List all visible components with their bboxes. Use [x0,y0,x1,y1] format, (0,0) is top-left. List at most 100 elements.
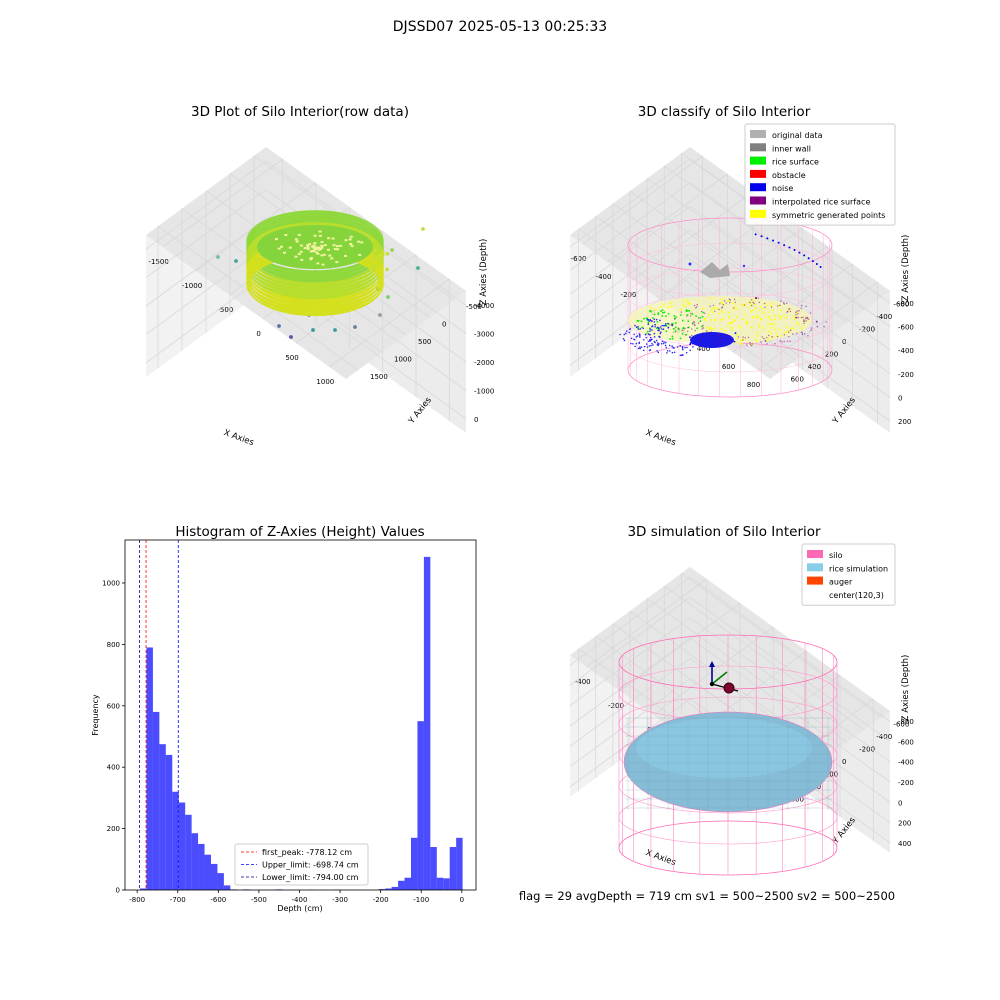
cls-noise-point [649,336,652,339]
cls-surface-point [780,334,783,337]
cls-noise-point [658,343,660,345]
cls-noise-point [659,332,662,335]
cls-noise-point [646,318,649,321]
cls-surface-point [779,316,782,318]
cls-interp-point [788,335,790,338]
cls-noise-point [689,349,692,352]
cls-noise-point [637,325,639,328]
raw-surface-fleck [326,248,330,251]
cls-surface-point [771,326,773,329]
raw-grid-z [145,246,267,335]
cls-interp-point [795,316,797,319]
cls-noise-point [649,328,652,330]
cls-interp-point [825,321,827,323]
hist-legend-frame [234,843,369,886]
cls-noise-point [651,325,653,328]
cls-noise-point [673,351,676,354]
cls-surface-point [754,338,757,341]
cls-surface-point [699,316,702,319]
sim-ztick: 200 [898,820,911,828]
cls-noise-point [635,326,638,328]
cls-surface-point [657,313,660,316]
cls-surface-point [669,338,672,340]
sim-axis-z-head [709,661,715,667]
sim-grid-z [689,637,891,783]
hist-bar [398,880,405,890]
cls-surface-point [770,332,773,335]
cls-zlabel: Z Axies (Depth) [901,235,911,302]
cls-surface-point [721,302,723,304]
cls-surface-point [793,315,795,318]
cls-surface-point [750,326,753,329]
cls-surface-point [647,321,650,324]
sim-ztick: -400 [898,759,914,767]
sim-zlabel: Z Axies (Depth) [901,655,911,722]
cls-surface-point [710,297,713,300]
cls-interp-point [702,324,704,327]
raw-surface-fleck [314,247,318,250]
cls-ztick: -400 [898,347,914,355]
cls-surface-point [653,313,656,316]
cls-surface-point [736,337,739,340]
hist-xtick: -200 [373,896,389,904]
cls-xtick: 400 [697,345,710,353]
cls-interp-point [766,336,768,339]
cls-interp-point [805,316,807,319]
cls-surface-point [756,334,759,337]
cls-legend-label: noise [772,184,793,193]
raw-xtick: 0 [256,330,260,338]
cls-noise-point [655,339,658,342]
cls-interp-point [805,305,807,308]
cls-surface-point [766,304,769,307]
cls-interp-point [816,326,819,328]
cls-legend-frame [744,123,896,226]
cls-noise-point [654,325,656,328]
cls-interp-point [786,302,788,305]
cls-surface-point [712,328,715,330]
cls-surface-point [646,330,649,333]
cls-noise-point [643,345,646,348]
cls-interp-point [677,327,680,329]
raw-surface-fleck [358,253,362,256]
cls-interp-point [670,324,672,327]
cls-surface-point [659,306,662,308]
hist-bar [198,843,205,890]
cls-surface-point [762,327,765,330]
raw-surface-fleck [312,244,316,247]
raw-surface-fleck [318,234,322,237]
cls-noise-point [663,341,665,343]
raw-grid-z [145,274,267,364]
cls-interp-point [779,340,781,342]
raw-surface-fleck [317,246,321,249]
cls-interp-point [815,321,818,323]
cls-surface-point [727,311,730,314]
cls-surface-point [762,312,765,315]
cls-interp-point [733,298,736,301]
sim-rice-edge [623,711,833,813]
cls-surface-point [710,328,713,331]
cls-interp-point [721,307,723,309]
cls-xtick: -200 [621,291,637,299]
hist-ytick: 0 [116,887,120,895]
raw-ytick: -500 [466,303,482,311]
raw-surface-fleck [299,250,303,253]
cls-surface-point [736,334,739,336]
sim-ztick: 0 [898,799,902,807]
hist-xtick: -400 [292,896,308,904]
cls-surface-point [744,313,747,315]
raw-surface-fleck [299,244,303,247]
hist-bar [404,877,411,890]
cls-wall-point [766,237,769,240]
cls-interp-point [779,304,781,306]
cls-noise-point [673,347,675,349]
cls-interp-point [726,338,729,340]
raw-edge-point [385,267,389,272]
hist-ytick: 1000 [102,579,120,587]
cls-surface-point [754,307,757,309]
cls-interp-point [805,317,807,320]
cls-noise-point [682,354,684,356]
cls-interp-point [692,323,694,325]
sim-ytick: 200 [825,771,838,779]
cls-surface-point [774,318,776,321]
cls-noise-point [623,339,626,342]
